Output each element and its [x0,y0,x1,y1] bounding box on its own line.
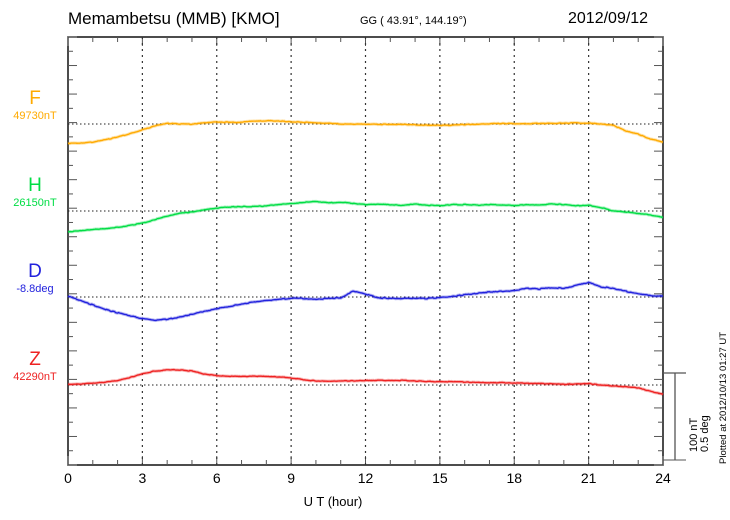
component-letter-h: H [28,175,42,196]
x-tick-12: 12 [357,470,374,486]
plotted-at-timestamp: Plotted at 2012/10/13 01:27 UT [718,331,729,464]
component-letter-z: Z [29,349,41,370]
component-label-f: F 49730nT [6,89,64,122]
component-baseline-value-h: 26150nT [13,197,57,209]
x-tick-3: 3 [138,470,147,486]
component-baseline-value-f: 49730nT [13,110,57,122]
grid-lines [141,37,590,465]
component-label-d: D -8.8deg [6,262,64,295]
x-tick-9: 9 [287,470,296,486]
x-axis-title: U T (hour) [0,494,730,509]
data-traces [67,118,664,396]
x-axis-title-text: U T (hour) [303,494,363,509]
x-tick-15: 15 [432,470,448,486]
page-title: Memambetsu (MMB) [KMO] [68,9,280,28]
geographic-coordinates: GG ( 43.91°, 144.19°) [360,15,467,27]
x-tick-0: 0 [64,470,72,486]
observation-date: 2012/09/12 [568,10,649,27]
plot-frame [67,36,664,466]
component-letter-d: D [28,261,42,282]
component-label-h: H 26150nT [6,176,64,209]
scale-bar [663,372,686,461]
component-baseline-value-z: 42290nT [13,371,57,383]
x-tick-18: 18 [506,470,523,486]
component-baseline-value-d: -8.8deg [16,283,54,295]
scale-label-deg: 0.5 deg [699,415,711,452]
component-label-z: Z 42290nT [6,350,64,383]
x-tick-6: 6 [212,470,221,486]
component-letter-f: F [29,88,41,109]
x-tick-24: 24 [655,470,671,486]
x-tick-21: 21 [580,470,597,486]
